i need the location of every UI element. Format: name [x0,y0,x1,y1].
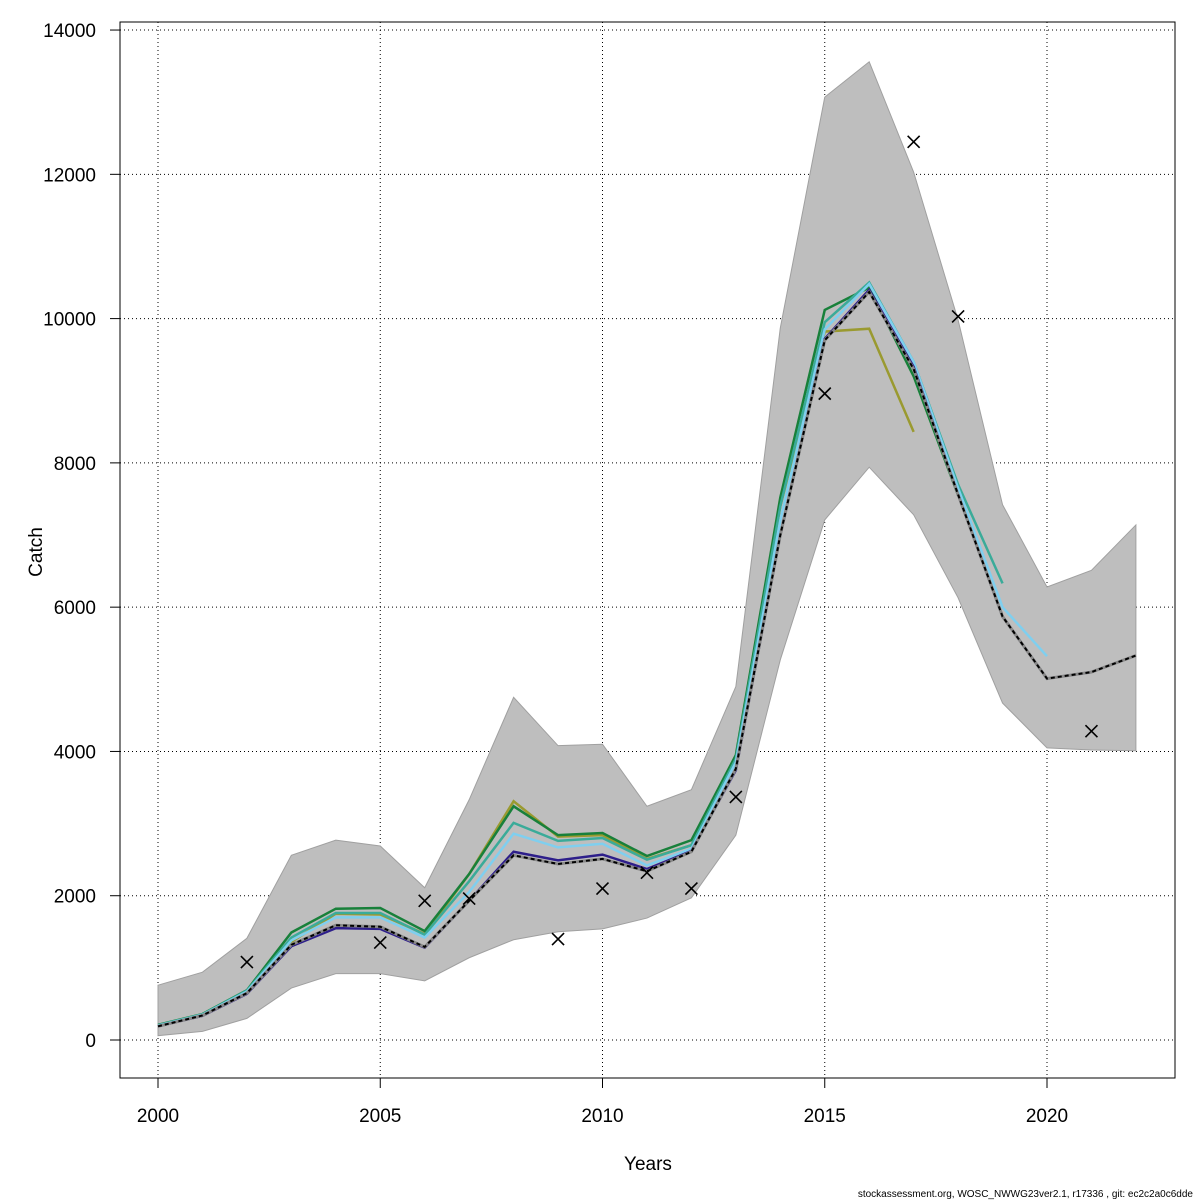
y-tick-label: 14000 [43,21,96,42]
y-axis-label: Catch [26,527,47,577]
series-line-base [157,290,1137,1028]
y-tick-label: 2000 [54,887,96,908]
observed-point [640,866,654,880]
observed-point [818,387,832,401]
plot-frame [119,21,1176,1079]
x-tick-label: 2020 [1026,1106,1068,1127]
y-tick-label: 8000 [54,454,96,475]
y-tick-label: 12000 [43,165,96,186]
observed-point [462,892,476,906]
series-line-lightblue [157,281,1048,1027]
x-tick-label: 2015 [804,1106,846,1127]
observed-point [1084,724,1099,738]
footer-note: stockassessment.org, WOSC_NWWG23ver2.1, … [858,1189,1194,1200]
observed-point [551,932,565,946]
axes: 2000 2005 2010 2015 2020 0 2000 4000 6000 8000 100… [43,21,1068,1127]
y-tick-label: 0 [85,1031,96,1052]
series-line-green [157,285,960,1027]
series-lines [157,280,1137,1028]
y-tick-label: 6000 [54,598,96,619]
confidence-band [157,60,1137,1037]
x-tick-label: 2010 [581,1106,623,1127]
observed-point [418,894,432,908]
observed-points [240,135,1099,969]
observed-point [951,309,965,324]
observed-point [373,936,387,950]
observed-point [907,135,921,149]
x-tick-label: 2000 [137,1106,179,1127]
observed-point [729,790,743,804]
observed-point [240,955,254,969]
observed-point [595,881,610,896]
y-tick-label: 4000 [54,742,96,763]
observed-point [684,881,698,896]
x-axis-label: Years [624,1154,672,1175]
series-line-teal [157,280,1004,1027]
y-tick-label: 10000 [43,310,96,331]
x-tick-label: 2005 [359,1106,401,1127]
